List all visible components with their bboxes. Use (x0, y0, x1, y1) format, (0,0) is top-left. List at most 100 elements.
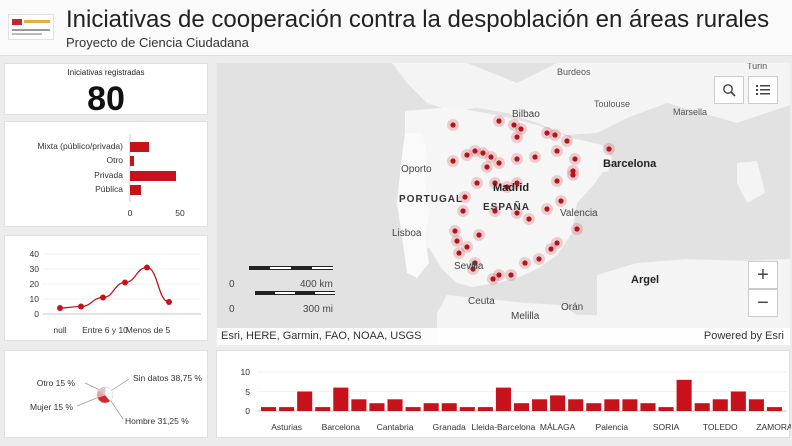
zoom-in-button[interactable]: + (748, 261, 778, 289)
zoom-out-button[interactable]: − (748, 289, 778, 317)
map-point (496, 160, 502, 166)
prov-bar (622, 399, 638, 411)
line-point (100, 294, 106, 301)
prov-bar (712, 399, 728, 411)
map-point (508, 272, 514, 278)
map-label-lisboa: Lisboa (392, 228, 422, 239)
map-point (454, 238, 460, 244)
tipo-cat-label: Otro (106, 155, 123, 165)
prov-bar (532, 399, 548, 411)
prov-bar (333, 387, 349, 411)
scale-km: 400 km (300, 279, 333, 290)
map-point (492, 208, 498, 214)
map-point (484, 164, 490, 170)
prov-bar (315, 407, 331, 411)
prov-y-tick: 5 (245, 387, 250, 397)
line-y-tick: 10 (30, 294, 40, 304)
map-point (488, 154, 494, 160)
map-point (511, 122, 517, 128)
map-point (462, 194, 468, 200)
prov-y-tick: 10 (241, 367, 251, 377)
prov-x-tick: Cantabria (377, 422, 414, 432)
map-point (552, 132, 558, 138)
prov-bar (369, 403, 385, 411)
map-point (536, 256, 542, 262)
map-point (522, 260, 528, 266)
kpi-value: 80 (87, 80, 125, 118)
map-point (514, 156, 520, 162)
line-series (59, 266, 170, 309)
prov-bar (640, 403, 656, 411)
map-point (464, 244, 470, 250)
map-point (558, 198, 564, 204)
scale-zero-mi: 0 (229, 304, 235, 315)
map-point (476, 232, 482, 238)
prov-x-tick: SORIA (653, 422, 680, 432)
header: Iniciativas de cooperación contra la des… (0, 0, 792, 56)
provincia-chart-panel: 10 5 0 Asturias Barcelona Cantabria Granada… (216, 350, 792, 438)
map-label-madrid: Madrid (493, 182, 530, 194)
pie-label: Hombre 31,25 % (125, 416, 189, 426)
line-y-tick: 40 (30, 249, 40, 259)
pie-slice (98, 386, 106, 396)
map-view[interactable]: Turin Burdeos Toulouse Marsella Bilbao B… (217, 63, 790, 345)
prov-x-tick: Granada (433, 422, 466, 432)
prov-bar (676, 379, 692, 411)
line-x-tick: Entre 6 y 10 (82, 325, 128, 335)
prov-bar (748, 399, 764, 411)
map-point (514, 210, 520, 216)
pie-chart-panel: Sin datos 38,75 % Hombre 31,25 % Mujer 1… (4, 350, 208, 438)
map-point (548, 246, 554, 252)
prov-bar (495, 387, 511, 411)
tipo-bar-chart: Mixta (público/privada) Otro Privada Púb… (37, 134, 185, 218)
map-point (554, 240, 560, 246)
map-label-toulouse: Toulouse (594, 99, 631, 109)
prov-y-tick: 0 (245, 406, 250, 416)
map-label-oran: Orán (561, 302, 584, 313)
prov-x-tick: Palencia (596, 422, 629, 432)
map-point (554, 178, 560, 184)
map-label-ceuta: Ceuta (468, 296, 495, 307)
map-legend-button[interactable] (748, 76, 778, 104)
map-point (460, 208, 466, 214)
prov-x-tick: Barcelona (322, 422, 361, 432)
line-point (144, 264, 150, 271)
provincia-bar-chart: 10 5 0 Asturias Barcelona Cantabria Granada… (241, 367, 792, 432)
prov-x-tick: MÁLAGA (540, 422, 576, 432)
prov-bar (297, 391, 313, 411)
map-attribution: Esri, HERE, Garmin, FAO, NOAA, USGS Powe… (217, 328, 790, 345)
line-y-tick: 20 (30, 279, 40, 289)
tipo-bar (130, 171, 176, 181)
prov-bar (423, 403, 439, 411)
prov-bar (387, 399, 403, 411)
tipo-bar (130, 185, 141, 195)
prov-bar (550, 395, 566, 411)
map-label-melilla: Melilla (511, 311, 540, 322)
map-point (474, 180, 480, 186)
attribution-text: Esri, HERE, Garmin, FAO, NOAA, USGS (221, 330, 422, 342)
map-label-bilbao: Bilbao (512, 109, 540, 120)
tipo-x-tick: 0 (128, 208, 133, 218)
prov-x-tick: ZAMORA (756, 422, 791, 432)
map-point (490, 276, 496, 282)
line-chart: 40 30 20 10 0 null Entre 6 y 10 Menos de… (30, 249, 201, 335)
page-subtitle: Proyecto de Ciencia Ciudadana (66, 35, 249, 50)
pie-chart: Sin datos 38,75 % Hombre 31,25 % Mujer 1… (30, 373, 202, 426)
list-icon (756, 85, 770, 95)
prov-bar (279, 407, 295, 411)
line-point (78, 303, 84, 310)
map-point (570, 168, 576, 174)
powered-by-esri[interactable]: Powered by Esri (703, 330, 784, 342)
prov-bar (459, 407, 475, 411)
scale-zero-km: 0 (229, 279, 235, 290)
kpi-panel: Iniciativas registradas 80 (4, 63, 208, 118)
map-label-oporto: Oporto (401, 164, 432, 175)
prov-bar (766, 407, 782, 411)
map-point (606, 146, 612, 152)
pie-label: Mujer 15 % (30, 402, 73, 412)
search-icon (723, 84, 736, 97)
prov-x-tick: Lleida-Barcelona (472, 422, 536, 432)
map-search-button[interactable] (714, 76, 744, 104)
map-point (470, 266, 476, 272)
map-point (544, 206, 550, 212)
